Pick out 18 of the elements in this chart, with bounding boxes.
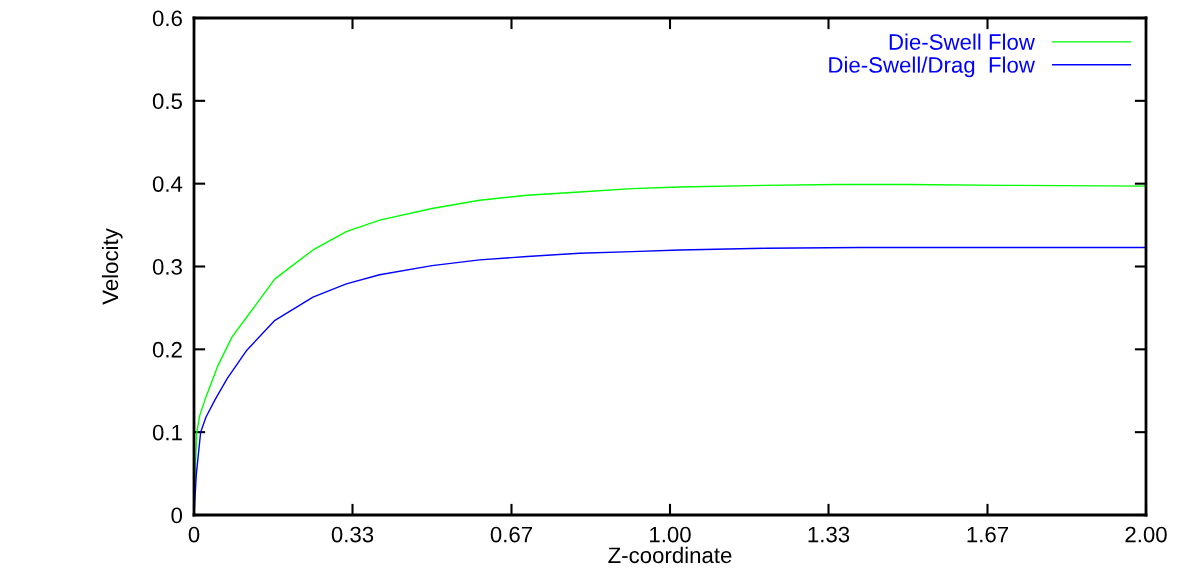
y-axis-title: Velocity xyxy=(101,228,123,305)
x-tick-label: 2.00 xyxy=(1125,526,1167,543)
y-tick-label: 0.1 xyxy=(152,424,182,441)
x-tick-label: 1.33 xyxy=(808,526,850,543)
x-tick-label: 0.33 xyxy=(331,526,374,543)
y-tick-label: 0.6 xyxy=(152,10,182,27)
x-tick-label: 1.00 xyxy=(650,526,691,543)
y-tick-label: 0.4 xyxy=(152,176,183,192)
y-tick-label: 0.3 xyxy=(152,259,182,275)
x-axis-title: Z-coordinate xyxy=(608,546,732,564)
x-tick-label: 1.67 xyxy=(967,526,1008,543)
legend-label: Die-Swell/Drag Flow xyxy=(829,56,1035,78)
y-tick-label: 0.2 xyxy=(152,341,182,358)
x-tick-label: 0.67 xyxy=(490,526,532,543)
y-tick-label: 0.5 xyxy=(152,93,182,110)
x-tick-label: 0 xyxy=(188,526,200,543)
legend-label: Die-Swell Flow xyxy=(889,33,1035,50)
y-tick-label: 0 xyxy=(171,507,183,524)
